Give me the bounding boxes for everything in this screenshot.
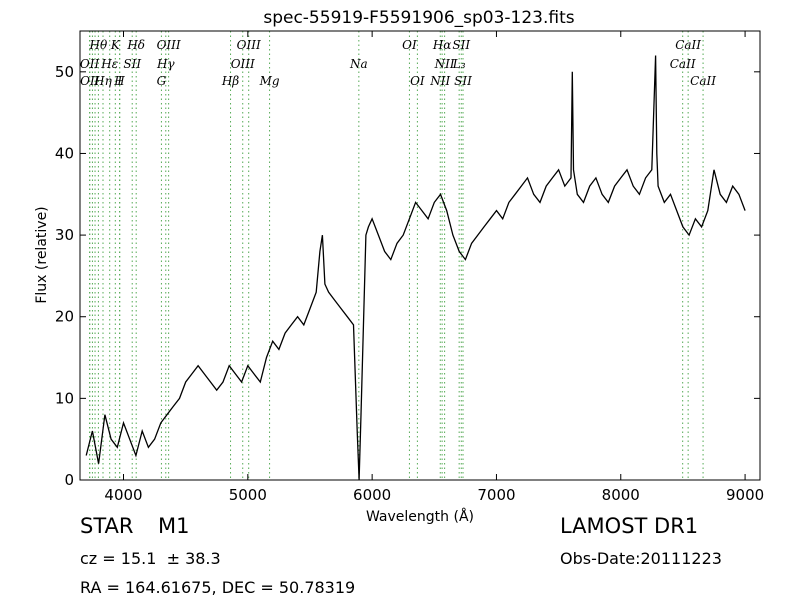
object-class: STAR <box>80 514 134 538</box>
line-label: OIII <box>231 57 255 71</box>
line-label: NII <box>434 57 455 71</box>
x-tick-label: 7000 <box>477 486 515 504</box>
x-tick-label: 4000 <box>104 486 142 504</box>
line-label: I <box>116 74 122 88</box>
x-tick-label: 5000 <box>229 486 267 504</box>
y-tick-label: 50 <box>55 63 74 81</box>
object-subclass: M1 <box>158 514 190 538</box>
line-label: K <box>110 38 121 52</box>
x-tick-label: 8000 <box>602 486 640 504</box>
y-tick-label: 20 <box>55 308 74 326</box>
line-label: H <box>113 74 125 88</box>
line-label: OII <box>80 57 100 71</box>
line-markers <box>89 31 704 480</box>
line-label: Hδ <box>126 38 145 52</box>
line-label: SII <box>452 38 470 52</box>
x-axis-label: Wavelength (Å) <box>366 508 474 525</box>
line-label: CaII <box>675 38 701 52</box>
line-label: SII <box>123 57 141 71</box>
coordinates: RA = 164.61675, DEC = 50.78319 <box>80 578 356 597</box>
line-label: CaII <box>670 57 696 71</box>
y-tick-label: 10 <box>55 389 74 407</box>
plot-frame <box>79 30 761 481</box>
line-label: OIII <box>157 38 181 52</box>
line-label: CaII <box>690 74 716 88</box>
obs-date: Obs-Date:20111223 <box>560 549 722 568</box>
line-label: G <box>157 74 167 88</box>
y-axis-ticks: 0 10 20 30 40 50 <box>55 63 760 489</box>
line-label: OI <box>410 74 425 88</box>
x-axis-ticks: 4000 5000 6000 7000 8000 9000 <box>104 31 764 504</box>
line-label: Mg <box>259 74 280 88</box>
line-label: OII <box>80 74 100 88</box>
y-tick-label: 0 <box>64 471 74 489</box>
spectrum-series <box>85 55 746 481</box>
line-label: Hη <box>93 74 112 88</box>
line-label: OI <box>402 38 417 52</box>
line-label: Hα <box>432 38 452 52</box>
y-axis-label: Flux (relative) <box>34 206 50 303</box>
redshift-value: cz = 15.1 ± 38.3 <box>80 549 221 568</box>
y-tick-label: 30 <box>55 226 74 244</box>
line-label: Hθ <box>89 38 108 52</box>
line-label: SII <box>454 74 472 88</box>
x-tick-label: 9000 <box>726 486 764 504</box>
line-label: OIII <box>237 38 261 52</box>
line-label: Hγ <box>156 57 175 71</box>
x-tick-label: 6000 <box>353 486 391 504</box>
line-label: NII <box>429 74 450 88</box>
line-label: Na <box>349 57 368 71</box>
survey-name: LAMOST DR1 <box>560 514 699 538</box>
line-label: Hβ <box>221 74 239 88</box>
line-label: L₃ <box>452 57 466 71</box>
y-tick-label: 40 <box>55 144 74 162</box>
chart-title: spec-55919-F5591906_sp03-123.fits <box>263 8 574 28</box>
line-label: Hε <box>100 57 118 71</box>
